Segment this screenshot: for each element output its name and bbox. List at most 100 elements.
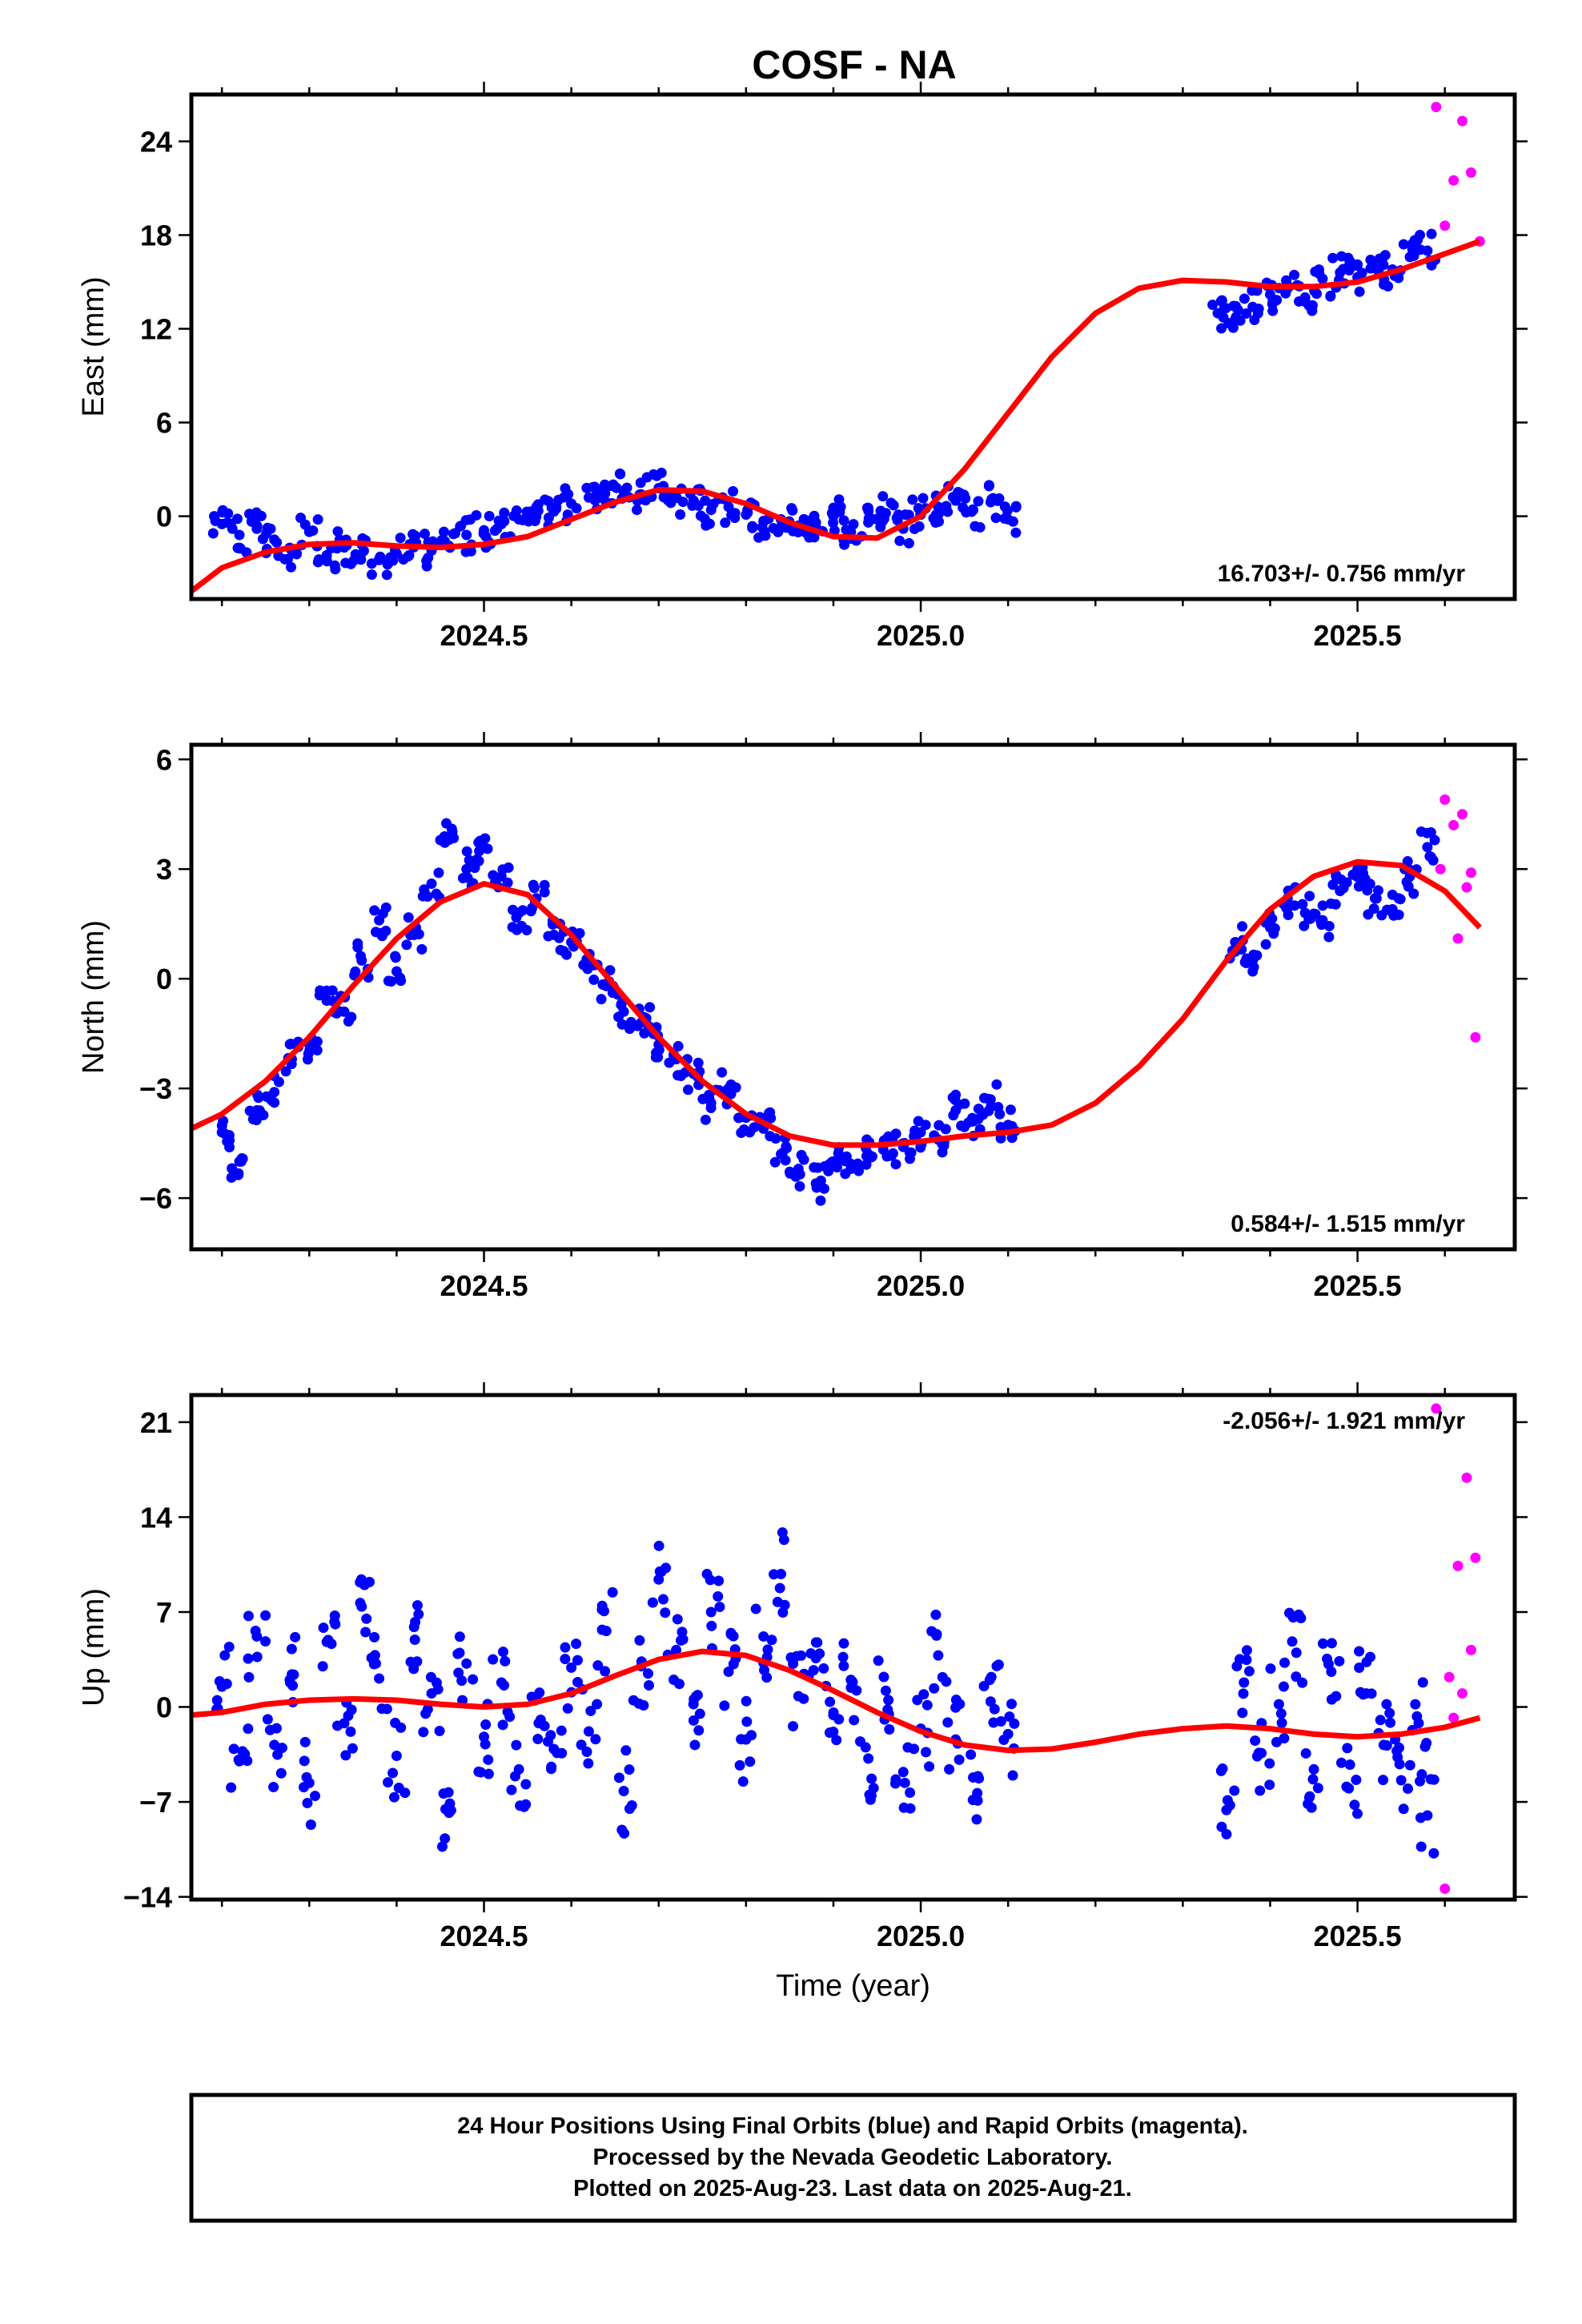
up-final-point [1352, 1808, 1363, 1819]
east-final-point [621, 482, 632, 493]
up-final-point [343, 1711, 354, 1722]
east-final-point [1267, 295, 1279, 306]
up-final-point [347, 1743, 358, 1754]
up-final-point [1395, 1775, 1407, 1786]
up-final-point [942, 1717, 954, 1728]
up-final-point [719, 1700, 730, 1711]
up-final-point [774, 1582, 785, 1594]
east-final-point [747, 521, 758, 532]
east-ytick-label: 6 [156, 407, 172, 440]
up-final-point [810, 1637, 821, 1648]
up-final-point [828, 1726, 839, 1737]
up-final-point [634, 1634, 645, 1646]
north-final-point [1347, 869, 1359, 880]
up-final-point [323, 1634, 334, 1646]
east-final-point [471, 509, 482, 521]
east-final-point [648, 468, 659, 480]
up-final-point [1378, 1775, 1389, 1786]
up-final-point [620, 1745, 632, 1756]
north-final-point [502, 877, 513, 888]
up-final-point [1271, 1736, 1282, 1747]
up-final-point [838, 1638, 849, 1649]
east-rapid-point [1457, 115, 1468, 127]
up-final-point [420, 1708, 432, 1719]
north-final-point [950, 1089, 962, 1100]
up-final-point [545, 1763, 556, 1775]
north-final-point [528, 879, 539, 891]
up-final-point [592, 1660, 604, 1671]
east-final-point [1007, 516, 1018, 527]
north-final-point [433, 867, 444, 879]
north-final-point [616, 998, 627, 1009]
east-final-point [729, 513, 741, 524]
up-final-point [390, 1717, 401, 1728]
east-final-point [217, 507, 228, 518]
up-final-point [301, 1771, 312, 1783]
up-final-point [596, 1624, 608, 1635]
east-final-point [1344, 258, 1355, 269]
up-final-point [616, 1824, 628, 1835]
north-final-point [596, 994, 607, 1005]
up-final-point [515, 1800, 526, 1811]
up-final-point [778, 1534, 789, 1546]
up-final-point [413, 1609, 424, 1620]
east-final-point [1327, 252, 1339, 263]
north-final-point [461, 863, 472, 875]
east-rate-label: 16.703+/- 0.756 mm/yr [1218, 561, 1466, 587]
up-panel: 2024.5 2025.0 2025.5 −14 −7 0 7 14 21 Up (mm) Time… [77, 1382, 1528, 2003]
up-final-point [1287, 1636, 1298, 1647]
up-final-point [228, 1743, 239, 1755]
north-final-point [812, 1162, 823, 1173]
up-final-point [497, 1647, 508, 1658]
east-final-point [543, 512, 554, 523]
up-final-point [921, 1747, 932, 1758]
up-final-point [694, 1708, 705, 1719]
north-final-point [311, 1045, 323, 1056]
north-final-point [511, 912, 522, 923]
east-final-point [892, 515, 903, 526]
east-final-point [234, 529, 245, 541]
up-final-point [929, 1683, 940, 1694]
up-final-point [302, 1797, 313, 1808]
up-rate-label: -2.056+/- 1.921 mm/yr [1223, 1408, 1465, 1434]
up-final-point [1287, 1612, 1299, 1623]
north-final-point [377, 908, 388, 919]
up-final-point [818, 1663, 829, 1674]
up-final-point [933, 1650, 944, 1661]
up-final-point [1304, 1791, 1315, 1802]
up-final-point [1312, 1783, 1323, 1794]
north-final-point [664, 1057, 675, 1068]
east-final-point [934, 516, 945, 527]
up-final-point [361, 1613, 372, 1624]
east-ytick-label: 0 [156, 501, 172, 533]
up-final-point [1417, 1677, 1428, 1688]
east-final-point [596, 493, 608, 504]
east-final-point [492, 523, 503, 534]
up-final-point [675, 1634, 686, 1646]
north-final-point [352, 942, 363, 953]
north-final-point [1330, 899, 1341, 910]
north-final-point [1317, 900, 1328, 911]
north-final-point [959, 1098, 970, 1109]
north-ytick-label: 0 [156, 963, 172, 995]
up-final-point [502, 1707, 513, 1718]
up-final-point [1398, 1803, 1409, 1815]
east-final-point [990, 513, 1002, 524]
up-final-point [854, 1736, 865, 1747]
north-final-point [934, 1120, 945, 1131]
north-final-point [597, 979, 608, 990]
up-final-point [723, 1666, 734, 1677]
up-final-point [1224, 1799, 1235, 1811]
up-final-point [845, 1682, 857, 1693]
north-final-point [1323, 931, 1335, 943]
east-frame [189, 92, 1517, 601]
north-final-point [644, 1002, 656, 1013]
up-final-point [431, 1677, 442, 1688]
up-final-point [243, 1671, 255, 1683]
east-final-point [1239, 293, 1250, 304]
north-final-point [235, 1156, 247, 1167]
north-final-point [503, 862, 514, 873]
north-final-point [319, 990, 331, 1001]
north-final-point [913, 1116, 924, 1127]
up-final-point [882, 1704, 893, 1715]
